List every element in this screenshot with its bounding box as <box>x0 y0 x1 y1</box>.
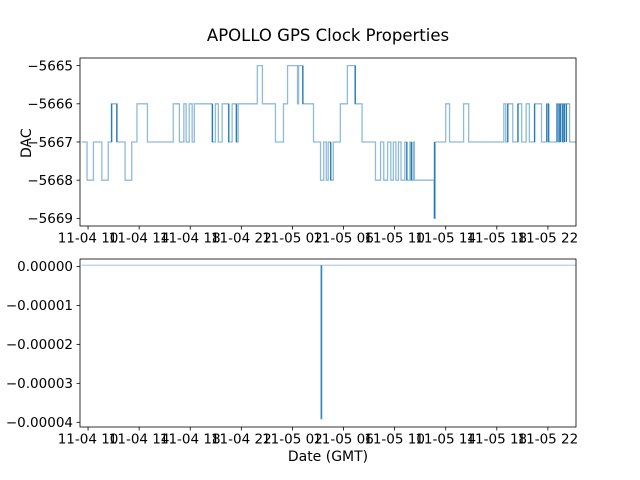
y-tick-label: −5665 <box>27 58 73 74</box>
y-tick-label: −5667 <box>27 135 73 151</box>
data-line <box>81 64 576 220</box>
x-tick-label: 11-05 14 <box>415 432 476 448</box>
x-tick-label: 11-04 22 <box>211 432 272 448</box>
x-tick-label: 11-05 10 <box>364 432 425 448</box>
y-tick-label: −5669 <box>27 211 73 227</box>
y-tick-label: −0.00003 <box>6 376 73 392</box>
x-tick-label: 11-04 10 <box>58 231 119 247</box>
y-tick-label: −0.00001 <box>6 298 73 314</box>
x-tick-label: 11-04 22 <box>211 231 272 247</box>
y-tick-label: −5666 <box>27 97 73 113</box>
y-tick-label: −5668 <box>27 173 73 189</box>
x-tick-label: 11-05 10 <box>364 231 425 247</box>
x-tick-label: 11-04 14 <box>109 231 170 247</box>
x-tick-label: 11-04 18 <box>160 432 221 448</box>
axes-spines <box>79 57 577 227</box>
date-axis-label: Date (GMT) <box>287 449 369 465</box>
x-tick-label: 11-05 18 <box>466 231 527 247</box>
x-tick-label: 11-04 14 <box>109 432 170 448</box>
chart-title: APOLLO GPS Clock Properties <box>206 26 450 45</box>
data-line <box>81 264 576 420</box>
y-tick-label: 0.00000 <box>17 259 73 275</box>
x-tick-label: 11-05 22 <box>518 432 579 448</box>
axes-spines <box>79 258 577 428</box>
x-tick-label: 11-04 10 <box>58 432 119 448</box>
x-tick-label: 11-05 22 <box>518 231 579 247</box>
x-tick-label: 11-05 06 <box>313 432 374 448</box>
y-tick-label: −0.00002 <box>6 337 73 353</box>
x-tick-label: 11-05 18 <box>466 432 527 448</box>
x-tick-label: 11-05 14 <box>415 231 476 247</box>
x-tick-label: 11-04 18 <box>160 231 221 247</box>
x-tick-label: 11-05 02 <box>262 432 323 448</box>
x-tick-label: 11-05 02 <box>262 231 323 247</box>
x-tick-label: 11-05 06 <box>313 231 374 247</box>
y-tick-label: −0.00004 <box>6 415 73 431</box>
